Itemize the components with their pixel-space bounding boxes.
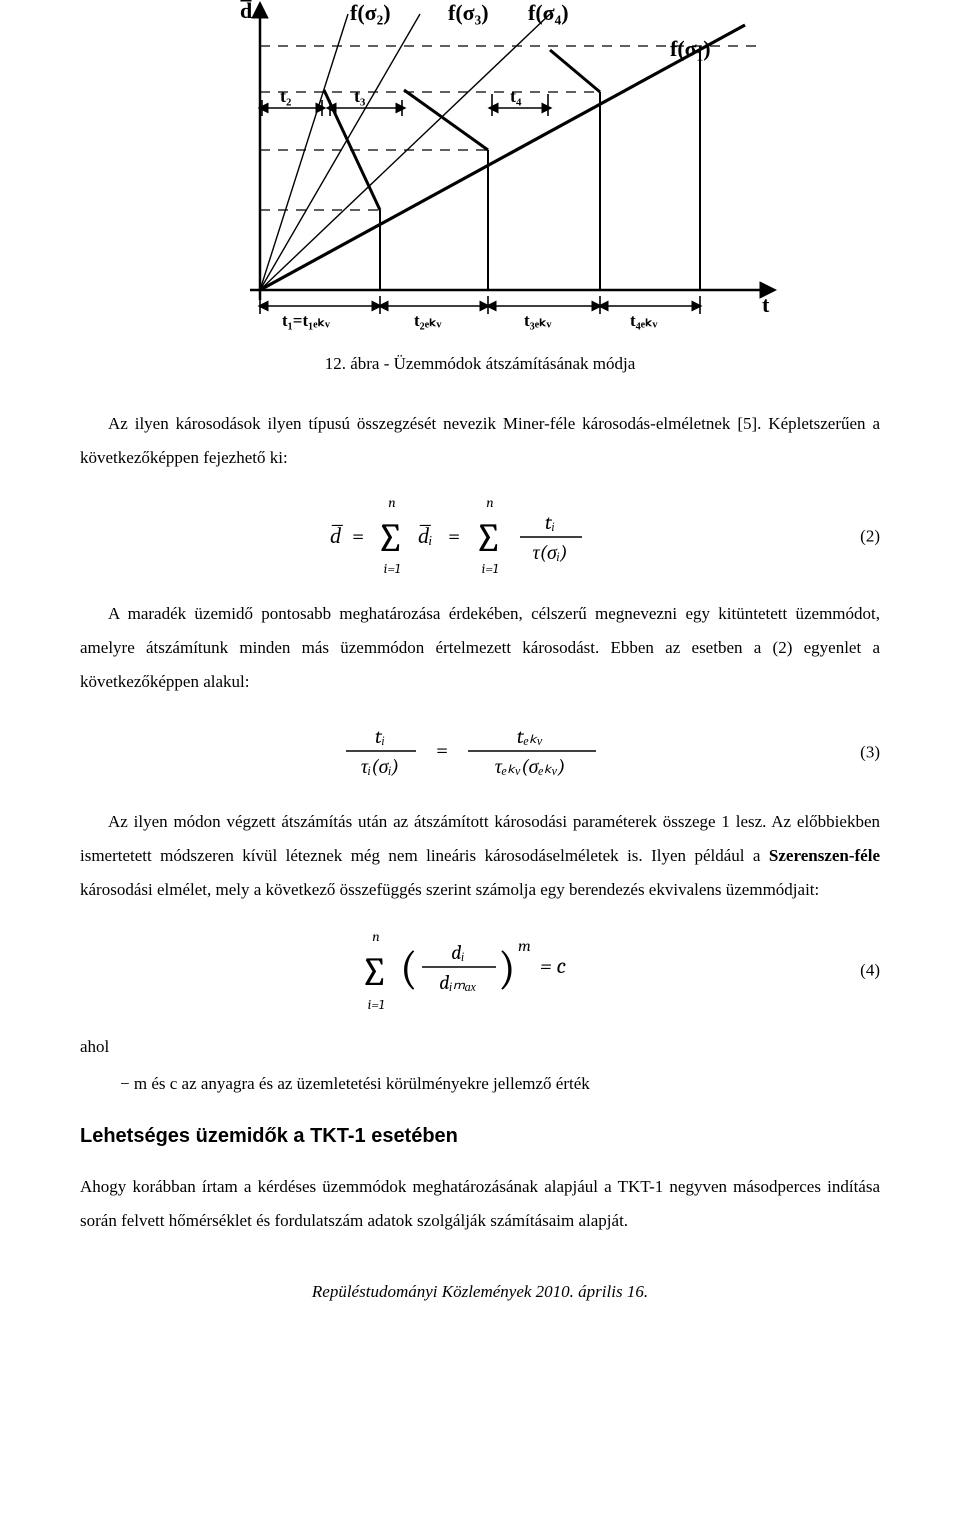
paragraph-3: Az ilyen módon végzett átszámítás után a…	[80, 805, 880, 907]
svg-text:τ(σᵢ): τ(σᵢ)	[532, 541, 567, 564]
xtick2: t₂ₑₖᵥ	[414, 311, 442, 330]
svg-text:i=1: i=1	[384, 560, 401, 577]
equation-3: tᵢ τᵢ(σᵢ) = tₑₖᵥ τₑₖᵥ(σₑₖᵥ) (3)	[80, 717, 880, 787]
svg-text:i=1: i=1	[368, 996, 385, 1013]
svg-text:n: n	[388, 494, 395, 511]
svg-text:tᵢ: tᵢ	[375, 725, 385, 748]
paragraph-2: A maradék üzemidő pontosabb meghatározás…	[80, 597, 880, 699]
svg-text:i=1: i=1	[482, 560, 499, 577]
svg-text:=: =	[436, 737, 448, 763]
fsigma3-label: f(σ₃)	[448, 0, 489, 25]
svg-text:d̅: d̅	[330, 523, 343, 549]
fsigma4-label: f(σ₄)	[528, 0, 569, 25]
y-axis-label: d̅	[240, 0, 252, 23]
svg-text:=: =	[448, 523, 460, 549]
svg-text:=: =	[352, 523, 364, 549]
svg-text:dᵢ: dᵢ	[451, 941, 464, 964]
svg-text:(: (	[400, 942, 418, 995]
t2-label: t₂	[280, 86, 291, 106]
fsigma2-label: f(σ₂)	[350, 0, 391, 25]
equation-4-number: (4)	[860, 957, 880, 984]
page-footer: Repüléstudományi Közlemények 2010. ápril…	[80, 1278, 880, 1305]
paragraph-1: Az ilyen károsodások ilyen típusú összeg…	[80, 407, 880, 475]
figure-12: d̅ t	[80, 0, 880, 377]
xtick1: t₁=t₁ₑₖᵥ	[282, 311, 331, 330]
section-title: Lehetséges üzemidők a TKT-1 esetében	[80, 1120, 880, 1152]
p3-b: károsodási elmélet, mely a következő öss…	[80, 880, 819, 899]
figure-caption: 12. ábra - Üzemmódok átszámításának módj…	[80, 350, 880, 377]
where-item-1: m és c az anyagra és az üzemletetési kör…	[120, 1070, 880, 1097]
svg-text:n: n	[372, 928, 379, 945]
svg-text:∑: ∑	[360, 949, 388, 995]
where-list: m és c az anyagra és az üzemletetési kör…	[120, 1070, 880, 1097]
svg-text:∑: ∑	[474, 515, 502, 561]
svg-text:): )	[498, 942, 516, 995]
equation-2-number: (2)	[860, 523, 880, 550]
svg-text:dᵢₘₐₓ: dᵢₘₐₓ	[439, 971, 476, 994]
p3-bold: Szerenszen-féle	[769, 846, 880, 865]
x-axis-label: t	[762, 292, 770, 317]
svg-text:m: m	[518, 937, 531, 955]
svg-text:n: n	[486, 494, 493, 511]
fsigma1-label: f(σ₁)	[670, 36, 711, 61]
svg-text:= c: = c	[540, 953, 567, 979]
xtick4: t₄ₑₖᵥ	[630, 311, 658, 330]
ahol-label: ahol	[80, 1033, 880, 1060]
xtick3: t₃ₑₖᵥ	[524, 311, 552, 330]
paragraph-5: Ahogy korábban írtam a kérdéses üzemmódo…	[80, 1170, 880, 1238]
svg-text:τᵢ(σᵢ): τᵢ(σᵢ)	[361, 755, 399, 778]
equation-2: d̅ = n ∑ i=1 d̅ᵢ = n ∑ i=1 tᵢ τ(σᵢ) (2)	[80, 493, 880, 579]
svg-text:∑: ∑	[376, 515, 404, 561]
equation-4: n ∑ i=1 ( dᵢ dᵢₘₐₓ ) m = c (4)	[80, 925, 880, 1015]
svg-text:tₑₖᵥ: tₑₖᵥ	[517, 725, 543, 748]
t4-label: t₄	[510, 86, 522, 106]
equation-3-number: (3)	[860, 739, 880, 766]
figure-svg: d̅ t	[170, 0, 790, 330]
t3-label: t₃	[354, 86, 366, 106]
svg-text:d̅ᵢ: d̅ᵢ	[418, 523, 432, 549]
svg-text:tᵢ: tᵢ	[545, 511, 555, 534]
p3-a: Az ilyen módon végzett átszámítás után a…	[80, 812, 880, 865]
svg-text:τₑₖᵥ(σₑₖᵥ): τₑₖᵥ(σₑₖᵥ)	[495, 755, 566, 778]
